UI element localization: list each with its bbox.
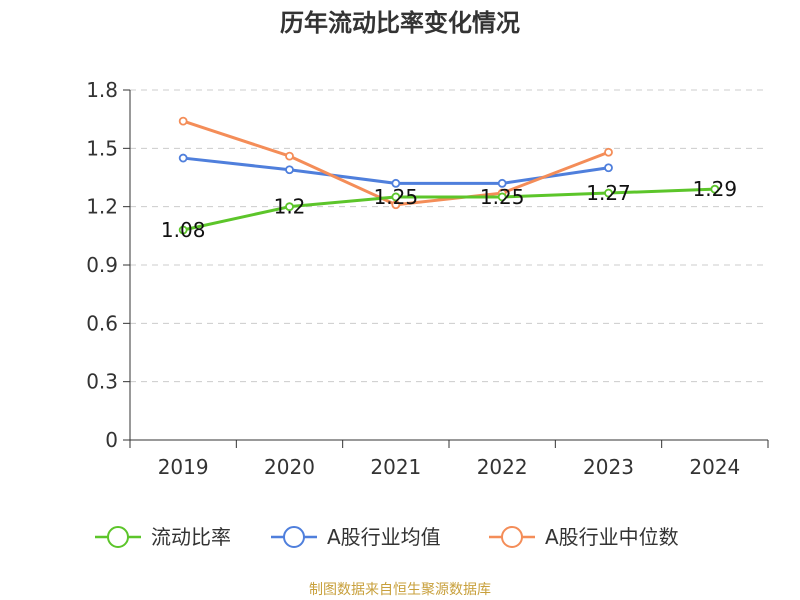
legend-item-2[interactable]: A股行业中位数 <box>489 525 679 549</box>
data-point[interactable] <box>710 184 720 194</box>
data-point[interactable] <box>497 178 507 188</box>
series-layer <box>178 116 720 235</box>
data-point[interactable] <box>285 202 294 212</box>
series-line-0 <box>182 187 715 232</box>
data-point[interactable] <box>391 178 401 188</box>
legend-marker <box>283 526 305 548</box>
legend-label: A股行业中位数 <box>545 525 679 549</box>
x-tick-label: 2021 <box>370 455 421 479</box>
data-label: 1.27 <box>586 181 631 205</box>
data-point[interactable] <box>497 192 507 202</box>
legend-marker <box>107 526 129 548</box>
y-tick-label: 0.6 <box>86 311 118 335</box>
data-labels: 1.08 1.2 1.25 1.25 1.27 1.29 <box>161 177 737 242</box>
data-label: 1.25 <box>480 185 525 209</box>
data-label: 1.08 <box>161 218 206 242</box>
x-tick-label: 2024 <box>689 455 740 479</box>
axes: 0 0.3 0.6 0.9 1.2 1.5 1.8 2019 2020 2021 2022 2023 2… <box>86 78 769 479</box>
data-point[interactable] <box>604 188 613 198</box>
legend-item-1[interactable]: A股行业均值 <box>271 525 441 549</box>
data-point[interactable] <box>604 147 613 157</box>
y-tick-label: 1.5 <box>86 136 118 160</box>
legend-item-0[interactable]: 流动比率 <box>95 525 231 549</box>
source-note: 制图数据来自恒生聚源数据库 <box>309 582 491 598</box>
legend-marker <box>501 526 523 548</box>
y-tick-label: 0.3 <box>86 370 118 394</box>
y-tick-label: 0 <box>105 428 118 452</box>
x-tick-label: 2022 <box>477 455 528 479</box>
grid-lines <box>130 89 768 383</box>
chart-title: 历年流动比率变化情况 <box>280 9 520 37</box>
data-label: 1.2 <box>274 195 306 219</box>
data-label: 1.25 <box>374 185 419 209</box>
x-tick-label: 2023 <box>583 455 634 479</box>
x-tick-label: 2019 <box>158 455 209 479</box>
x-tick-label: 2020 <box>264 455 315 479</box>
legend[interactable]: 流动比率 A股行业均值 A股行业中位数 <box>95 525 679 549</box>
legend-label: A股行业均值 <box>327 525 441 549</box>
data-point[interactable] <box>604 163 613 173</box>
data-point[interactable] <box>178 116 188 126</box>
y-tick-label: 0.9 <box>86 253 118 277</box>
data-label: 1.29 <box>693 177 738 201</box>
data-point[interactable] <box>178 153 188 163</box>
y-tick-label: 1.2 <box>86 195 118 219</box>
legend-label: 流动比率 <box>151 525 231 549</box>
data-point[interactable] <box>285 151 294 161</box>
y-tick-label: 1.8 <box>86 78 118 102</box>
data-point[interactable] <box>285 165 294 175</box>
data-point[interactable] <box>391 192 401 202</box>
data-point[interactable] <box>178 225 188 235</box>
